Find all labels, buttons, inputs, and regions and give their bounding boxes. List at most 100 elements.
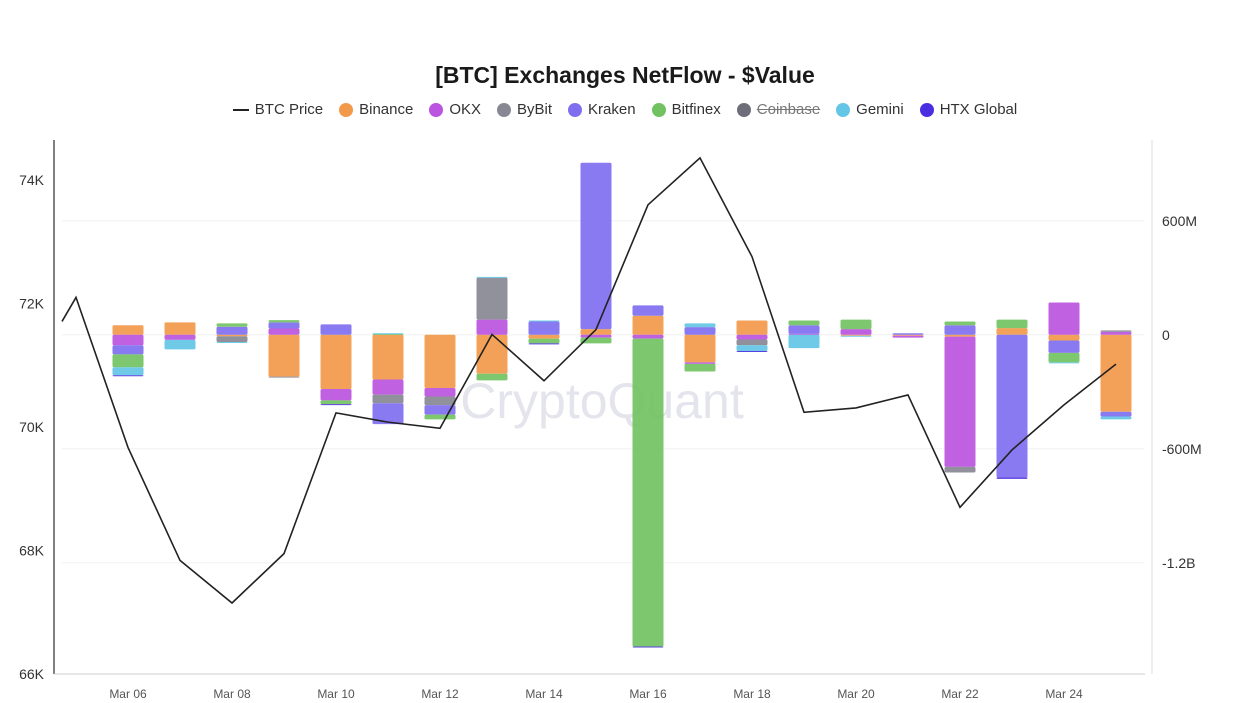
bar-segment-kraken	[528, 321, 560, 335]
bar-segment-okx	[632, 334, 664, 339]
bar-segment-bybit	[476, 277, 508, 320]
bar-segment-binance	[1048, 334, 1080, 341]
bar-segment-bybit	[736, 339, 768, 346]
legend-label: ByBit	[517, 101, 553, 118]
bar-segment-kraken	[632, 305, 664, 316]
circle-swatch-icon	[736, 102, 751, 117]
left-axis-tick-label: 68K	[19, 543, 45, 559]
bar-segment-okx	[788, 333, 820, 335]
x-axis-tick-label: Mar 06	[109, 687, 147, 701]
bar-segment-htx-global	[112, 375, 144, 377]
bar-segment-gemini	[1048, 362, 1080, 364]
bar-segment-binance	[840, 334, 872, 336]
bar-segment-bitfinex	[112, 354, 144, 368]
bar-segment-gemini	[840, 335, 872, 337]
bar-segment-okx	[736, 334, 768, 340]
bar-segment-okx	[476, 319, 508, 335]
bar-segment-kraken	[1048, 340, 1080, 353]
bar-segment-bitfinex	[268, 320, 300, 323]
legend: BTC Price Binance OKX ByBit Kraken Bitfinex Co…	[0, 101, 1250, 118]
x-axis-tick-label: Mar 24	[1045, 687, 1083, 701]
legend-label: BTC Price	[254, 101, 324, 118]
bar-segment-bitfinex	[424, 414, 456, 420]
legend-item-kraken[interactable]: Kraken	[568, 101, 636, 118]
bar-segment-okx	[268, 328, 300, 335]
bar-segment-okx	[1100, 331, 1132, 335]
bar-segment-gemini	[476, 276, 508, 278]
bar-segment-gemini	[736, 345, 768, 351]
bar-segment-gemini	[216, 342, 248, 344]
bar-segment-bitfinex	[320, 400, 352, 405]
left-axis-tick-label: 66K	[19, 666, 45, 682]
legend-label: Gemini	[856, 101, 904, 118]
btc-price-line	[61, 156, 1117, 605]
watermark-logo: CryptoQuant	[460, 373, 744, 429]
bar-segment-bitfinex	[632, 338, 664, 647]
bar-segment-okx	[944, 336, 976, 467]
legend-item-htx-global[interactable]: HTX Global	[919, 101, 1017, 118]
chart-title: [BTC] Exchanges NetFlow - $Value	[435, 62, 815, 88]
circle-swatch-icon	[651, 102, 666, 117]
bar-segment-gemini	[528, 320, 560, 322]
x-axis-tick-label: Mar 20	[837, 687, 875, 701]
legend-item-gemini[interactable]: Gemini	[836, 101, 904, 118]
x-axis-tick-label: Mar 18	[733, 687, 771, 701]
legend-item-btc-price[interactable]: BTC Price	[232, 101, 324, 118]
bar-segment-binance	[892, 334, 924, 336]
bar-segment-kraken	[788, 325, 820, 334]
bar-segment-bitfinex	[944, 321, 976, 326]
bar-segment-binance	[736, 320, 768, 335]
circle-swatch-icon	[836, 102, 851, 117]
bar-segment-bybit	[268, 376, 300, 378]
legend-item-coinbase[interactable]: Coinbase	[736, 101, 820, 118]
bar-segment-binance	[1100, 334, 1132, 412]
bar-segment-binance	[996, 328, 1028, 335]
circle-swatch-icon	[497, 102, 512, 117]
bar-segment-bitfinex	[528, 338, 560, 344]
x-axis-tick-label: Mar 08	[213, 687, 251, 701]
bar-segment-binance	[268, 334, 300, 377]
bar-segment-bitfinex	[1048, 352, 1080, 363]
bar-segment-htx-global	[996, 477, 1028, 479]
legend-label: OKX	[449, 101, 482, 118]
bar-segment-binance	[320, 334, 352, 389]
bar-segment-kraken	[684, 327, 716, 335]
x-axis-tick-label: Mar 10	[317, 687, 355, 701]
bar-segment-binance	[632, 315, 664, 335]
bar-segment-kraken	[580, 162, 612, 330]
bar-segment-binance	[164, 322, 196, 335]
bar-segment-htx-global	[528, 343, 560, 345]
bar-segment-bitfinex	[684, 363, 716, 372]
bar-segment-bybit	[216, 336, 248, 343]
bar-segment-bitfinex	[788, 320, 820, 326]
legend-item-okx[interactable]: OKX	[429, 101, 481, 118]
bar-segment-gemini	[684, 323, 716, 328]
right-axis-tick-label: 600M	[1162, 213, 1197, 229]
bar-segment-okx	[320, 388, 352, 401]
bar-segment-okx	[164, 334, 196, 340]
circle-swatch-icon	[919, 102, 934, 117]
bar-segment-bitfinex	[580, 337, 612, 344]
bar-segment-binance	[424, 334, 456, 388]
left-axis-tick-label: 70K	[19, 419, 45, 435]
x-axis-tick-label: Mar 16	[629, 687, 667, 701]
legend-item-bitfinex[interactable]: Bitfinex	[651, 101, 721, 118]
bar-segment-okx	[424, 387, 456, 397]
right-axis-tick-label: -600M	[1162, 441, 1202, 457]
bar-segment-gemini	[164, 339, 196, 350]
bar-segment-bitfinex	[216, 323, 248, 327]
x-axis-tick-label: Mar 12	[421, 687, 459, 701]
circle-swatch-icon	[429, 102, 444, 117]
bar-segment-bybit	[1100, 330, 1132, 332]
right-axis-tick-label: -1.2B	[1162, 555, 1195, 571]
bar-segment-binance	[580, 329, 612, 335]
legend-item-bybit[interactable]: ByBit	[497, 101, 552, 118]
bar-segment-bitfinex	[996, 319, 1028, 329]
bar-segment-kraken	[216, 326, 248, 335]
legend-item-binance[interactable]: Binance	[339, 101, 413, 118]
bar-segment-binance	[944, 334, 976, 337]
bar-segment-gemini	[372, 333, 404, 335]
bar-segment-binance	[112, 325, 144, 335]
bar-segment-kraken	[892, 333, 924, 335]
x-axis-tick-label: Mar 22	[941, 687, 979, 701]
